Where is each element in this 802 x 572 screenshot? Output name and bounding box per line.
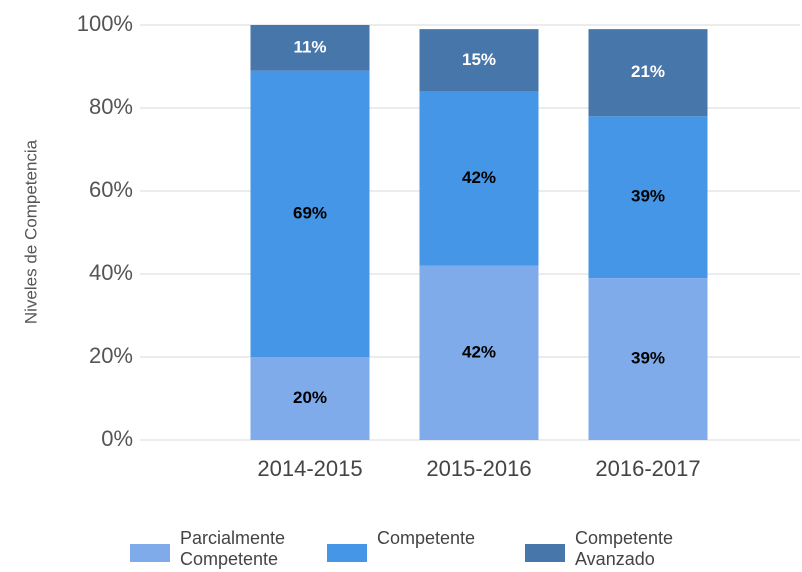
data-label: 42% bbox=[462, 342, 496, 361]
data-label: 39% bbox=[631, 187, 665, 206]
bar-segment bbox=[419, 91, 539, 266]
bar-segment bbox=[419, 265, 539, 440]
bar-segment bbox=[419, 29, 539, 92]
legend-item: Parcialmente Competente bbox=[130, 528, 308, 570]
y-tick-label: 60% bbox=[89, 177, 133, 202]
data-label: 11% bbox=[293, 37, 326, 56]
legend-item: Competente Avanzado bbox=[525, 528, 703, 570]
data-label: 39% bbox=[631, 349, 665, 368]
legend-label: Competente bbox=[377, 528, 476, 548]
legend-swatch bbox=[130, 544, 170, 562]
bar-segment bbox=[250, 357, 370, 440]
data-label: 21% bbox=[631, 62, 665, 81]
x-tick-label: 2014-2015 bbox=[257, 456, 362, 481]
legend-label: Competente Avanzado bbox=[575, 528, 674, 569]
data-label: 20% bbox=[293, 388, 327, 407]
x-tick-label: 2015-2016 bbox=[426, 456, 531, 481]
y-tick-label: 40% bbox=[89, 260, 133, 285]
bar-segment bbox=[588, 278, 708, 440]
bar-segment bbox=[588, 116, 708, 279]
x-tick-label: 2016-2017 bbox=[595, 456, 700, 481]
bar-segment bbox=[588, 29, 708, 117]
data-label: 15% bbox=[462, 50, 496, 69]
bar-segment bbox=[250, 70, 370, 358]
legend-swatch bbox=[327, 544, 367, 562]
data-label: 69% bbox=[293, 203, 327, 222]
y-axis-label: Niveles de Competencia bbox=[21, 139, 40, 324]
legend-swatch bbox=[525, 544, 565, 562]
y-tick-label: 100% bbox=[77, 11, 133, 36]
y-tick-label: 20% bbox=[89, 343, 133, 368]
legend-label: Parcialmente Competente bbox=[180, 528, 286, 569]
y-tick-label: 0% bbox=[101, 426, 133, 451]
y-tick-label: 80% bbox=[89, 94, 133, 119]
legend-item: Competente bbox=[327, 528, 475, 562]
bar-segment bbox=[250, 25, 370, 71]
data-label: 42% bbox=[462, 168, 496, 187]
